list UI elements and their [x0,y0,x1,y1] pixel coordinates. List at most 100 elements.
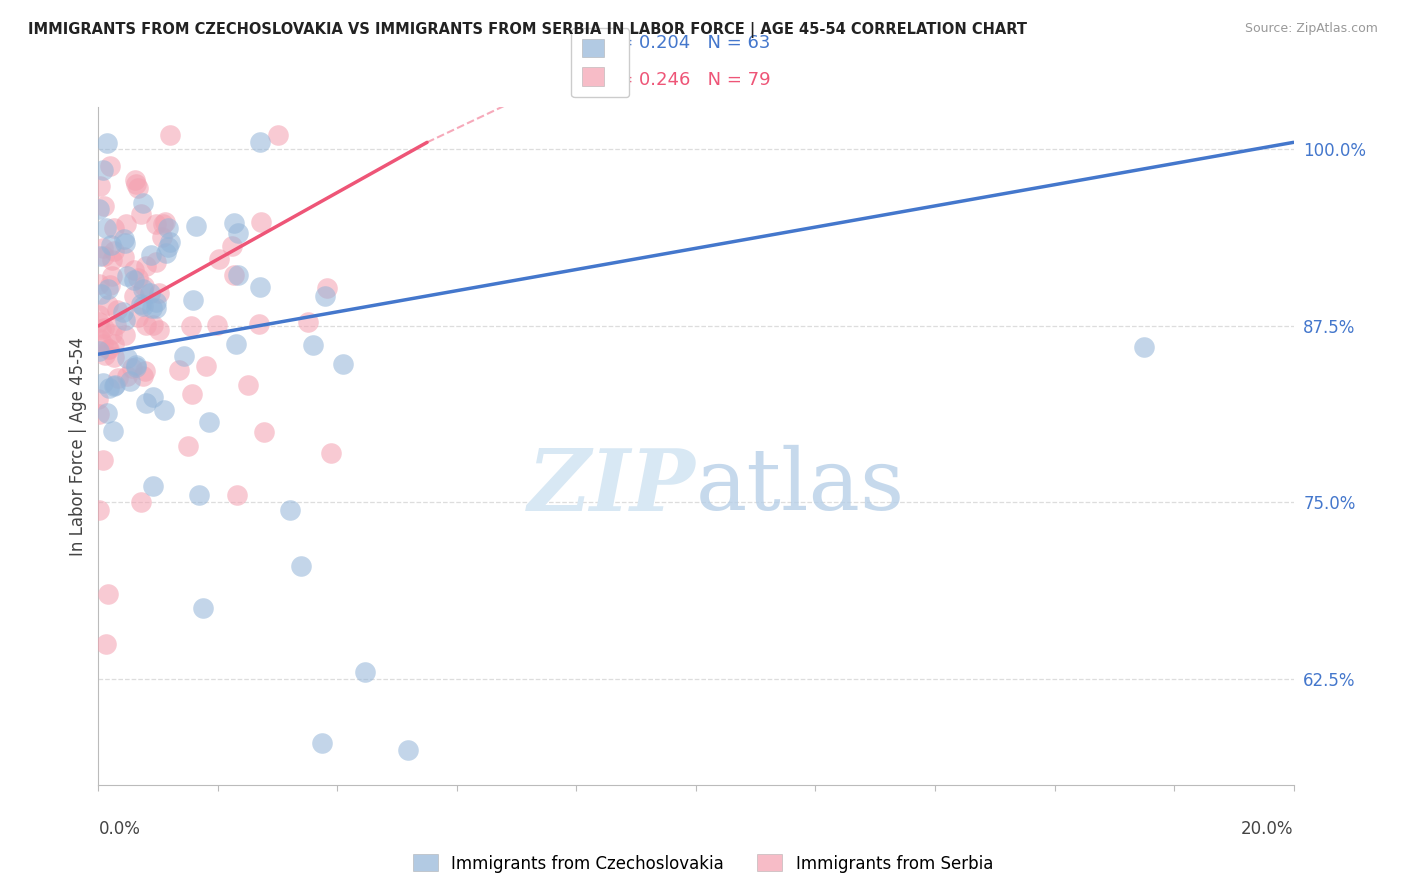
Point [103,244,125,258]
Point [90,322,112,336]
Point [87,277,110,291]
Point [107,371,129,385]
Point [247,317,270,331]
Point [114,313,136,327]
Point [135,259,157,273]
Point [125,177,148,191]
Point [156,240,179,254]
Point [93,199,115,213]
Point [101,252,124,267]
Point [180,387,202,401]
Point [132,279,155,293]
Point [91,241,114,255]
Point [122,263,145,277]
Point [127,180,149,194]
Point [114,236,136,251]
Point [225,337,247,351]
Point [97,282,120,296]
Point [91,162,114,177]
Point [87,202,110,216]
Point [103,424,125,438]
Point [122,289,145,303]
Point [142,318,165,332]
Point [396,742,419,756]
Point [155,245,177,260]
Point [87,315,110,329]
Point [103,350,125,364]
Point [97,381,120,395]
Point [332,357,354,371]
Point [89,248,111,262]
Point [90,287,112,301]
Point [98,278,121,293]
Point [205,318,228,333]
Point [89,179,111,194]
Point [316,281,339,295]
Point [142,390,165,404]
Point [132,196,155,211]
Point [145,217,167,231]
Point [297,315,319,329]
Point [315,288,337,302]
Point [139,285,162,300]
Point [253,425,276,439]
Point [105,318,128,332]
Point [132,300,155,314]
Point [100,237,122,252]
Point [112,250,135,264]
Point [135,395,157,409]
Point [145,301,167,315]
Point [141,248,163,262]
Point [148,285,170,300]
Point [98,159,121,173]
Point [96,406,118,420]
Point [134,364,156,378]
Text: atlas: atlas [696,445,905,528]
Point [180,318,202,333]
Point [89,343,111,358]
Text: IMMIGRANTS FROM CZECHOSLOVAKIA VS IMMIGRANTS FROM SERBIA IN LABOR FORCE | AGE 45: IMMIGRANTS FROM CZECHOSLOVAKIA VS IMMIGR… [28,22,1028,38]
Point [96,298,118,312]
Point [132,369,155,384]
Point [93,320,115,334]
Point [94,348,117,362]
Point [187,488,209,502]
Point [103,336,125,351]
Point [112,232,135,246]
Point [101,269,124,284]
Point [100,326,122,341]
Point [135,318,157,332]
Point [89,502,111,516]
Legend: , : , [571,28,630,97]
Point [118,374,141,388]
Point [132,282,155,296]
Point [96,136,118,150]
Point [145,294,167,309]
Point [193,601,215,615]
Point [278,502,301,516]
Text: R = 0.204   N = 63: R = 0.204 N = 63 [600,34,770,52]
Text: 20.0%: 20.0% [1241,821,1294,838]
Point [127,271,149,285]
Point [104,377,127,392]
Legend: Immigrants from Czechoslovakia, Immigrants from Serbia: Immigrants from Czechoslovakia, Immigran… [406,847,1000,880]
Point [96,587,118,601]
Point [117,268,139,283]
Point [96,220,118,235]
Point [127,310,149,324]
Point [129,207,152,221]
Point [125,360,148,375]
Point [290,559,312,574]
Point [155,215,177,229]
Point [115,351,138,365]
Point [87,392,110,406]
Point [173,349,195,363]
Point [152,217,174,231]
Point [148,323,170,337]
Point [94,637,117,651]
Point [319,446,342,460]
Point [131,495,153,509]
Point [125,358,148,372]
Point [91,453,114,467]
Point [141,301,163,315]
